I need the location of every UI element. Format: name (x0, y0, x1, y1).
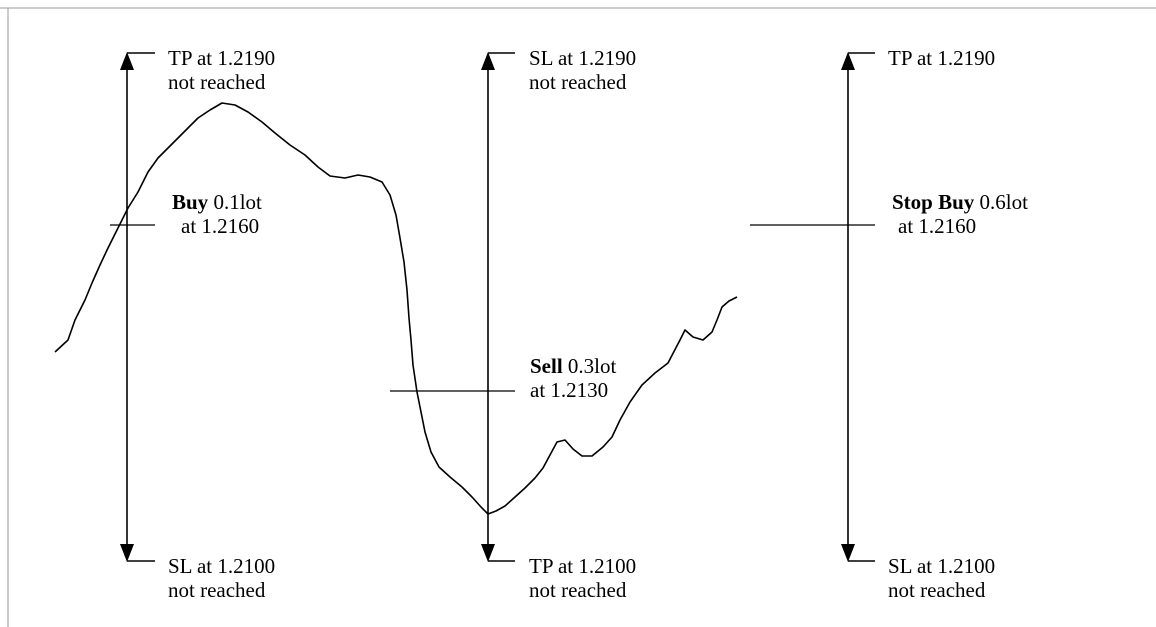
stage-buy (110, 52, 155, 562)
sell-sl-label: SL at 1.2190 not reached (529, 46, 636, 94)
stop-buy-sl-label: SL at 1.2100 not reached (888, 554, 995, 602)
sell-tp-label-line2: not reached (529, 578, 627, 602)
sell-tp-label-line1: TP at 1.2100 (529, 554, 637, 578)
buy-sl-label: SL at 1.2100 not reached (168, 554, 275, 602)
sell-sl-arrowhead (481, 52, 495, 70)
sell-entry-label: Sell 0.3lot at 1.2130 (530, 354, 616, 402)
buy-entry-label-line1: Buy 0.1lot (172, 190, 262, 214)
buy-sl-arrowhead (120, 544, 134, 562)
buy-sl-label-line1: SL at 1.2100 (168, 554, 276, 578)
stop-buy-entry-label-line2: at 1.2160 (898, 214, 977, 238)
sell-entry-label-line1: Sell 0.3lot (530, 354, 616, 378)
stop-buy-tp-label: TP at 1.2190 (888, 46, 995, 70)
buy-entry-label: Buy 0.1lot at 1.2160 (172, 190, 262, 238)
stop-buy-sl-label-line1: SL at 1.2100 (888, 554, 996, 578)
buy-entry-action: Buy (172, 190, 209, 214)
stop-buy-entry-size: 0.6lot (974, 190, 1028, 214)
stop-buy-entry-label: Stop Buy 0.6lot at 1.2160 (892, 190, 1028, 238)
stop-buy-sl-arrowhead (841, 544, 855, 562)
sell-entry-label-line2: at 1.2130 (530, 378, 609, 402)
sell-sl-label-line2: not reached (529, 70, 627, 94)
sell-tp-arrowhead (481, 544, 495, 562)
buy-entry-size: 0.1lot (208, 190, 262, 214)
buy-tp-arrowhead (120, 52, 134, 70)
stop-buy-entry-label-line1: Stop Buy 0.6lot (892, 190, 1028, 214)
stop-buy-entry-action: Stop Buy (892, 190, 975, 214)
stop-buy-tp-label-line1: TP at 1.2190 (888, 46, 996, 70)
buy-sl-label-line2: not reached (168, 578, 266, 602)
buy-tp-label-line1: TP at 1.2190 (168, 46, 276, 70)
buy-entry-label-line2: at 1.2160 (181, 214, 260, 238)
buy-tp-label: TP at 1.2190 not reached (168, 46, 275, 94)
stage-sell (390, 52, 515, 562)
sell-entry-size: 0.3lot (562, 354, 617, 378)
sell-sl-label-line1: SL at 1.2190 (529, 46, 637, 70)
sell-entry-action: Sell (530, 354, 563, 378)
stop-buy-tp-arrowhead (841, 52, 855, 70)
price-curve (54, 102, 738, 515)
stage-stop-buy (750, 52, 875, 562)
stop-buy-sl-label-line2: not reached (888, 578, 986, 602)
buy-tp-label-line2: not reached (168, 70, 266, 94)
sell-tp-label: TP at 1.2100 not reached (529, 554, 636, 602)
